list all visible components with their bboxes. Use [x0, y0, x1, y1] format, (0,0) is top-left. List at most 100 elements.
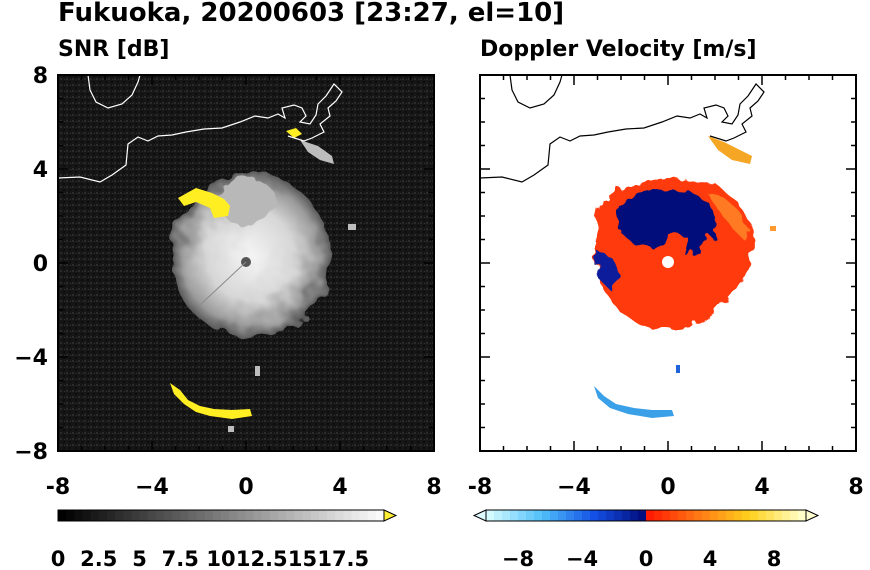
velocity-xtick-label: 0: [660, 475, 675, 500]
snr-coastline: [57, 74, 343, 183]
velocity-colorbar-segment: [638, 510, 647, 521]
snr-colorbar-segment: [74, 510, 83, 521]
snr-south-speck-2: [228, 426, 234, 432]
snr-ytick-label: −4: [14, 346, 48, 371]
snr-colorbar-segment: [115, 510, 124, 521]
velocity-colorbar-segment: [718, 510, 727, 521]
snr-colorbar-segment: [294, 510, 303, 521]
snr-colorbar-segment: [278, 510, 287, 521]
snr-colorbar-tick-label: 17.5: [317, 547, 369, 570]
snr-blocked-ray: [199, 261, 247, 306]
snr-colorbar-extension: [383, 509, 398, 522]
snr-colorbar-segment: [58, 510, 67, 521]
velocity-south-band: [594, 386, 674, 418]
snr-scattered-echoes: [228, 140, 356, 432]
velocity-colorbar-segment: [670, 510, 679, 521]
velocity-approaching-core: [616, 190, 716, 254]
snr-colorbar-segment: [359, 510, 369, 521]
velocity-colorbar-segment: [614, 510, 623, 521]
velocity-colorbar-segment: [694, 510, 703, 521]
velocity-xtick-label: -8: [468, 475, 492, 500]
velocity-colorbar-frame: [485, 509, 807, 522]
velocity-xtick-label: 8: [848, 475, 863, 500]
velocity-colorbar-tick-label: −4: [566, 547, 598, 570]
snr-north-lobe: [215, 178, 275, 222]
velocity-colorbar-segment: [702, 510, 711, 521]
snr-panel-title: SNR [dB]: [58, 37, 169, 62]
snr-colorbar-segment: [196, 510, 206, 521]
snr-colorbar-segment: [163, 510, 173, 521]
velocity-colorbar-segment: [742, 510, 751, 521]
velocity-colorbar-labels: −8 −4 0 4 8: [502, 547, 781, 570]
snr-colorbar-tick-label: 2.5: [80, 547, 117, 570]
velocity-south-speck: [676, 365, 680, 373]
snr-colorbar-segment: [335, 510, 344, 521]
velocity-colorbar-segment: [630, 510, 639, 521]
snr-colorbar-tick-label: 5: [132, 547, 147, 570]
snr-colorbar-segment: [269, 510, 279, 521]
velocity-colorbar-segment: [790, 510, 799, 521]
snr-northeast-band: [300, 140, 334, 164]
snr-south-band: [170, 383, 252, 419]
velocity-colorbar-segment: [798, 510, 807, 521]
velocity-colorbar-segment: [526, 510, 535, 521]
velocity-colorbar-segment: [534, 510, 543, 521]
snr-colorbar-segment: [123, 510, 132, 521]
velocity-colorbar-segment: [686, 510, 695, 521]
velocity-colorbar-segment: [710, 510, 719, 521]
snr-colorbar-tick-label: 7.5: [162, 547, 199, 570]
snr-colorbar-segment: [131, 510, 140, 521]
velocity-colorbar-segment: [518, 510, 527, 521]
snr-colorbar-tick-label: 0: [51, 547, 66, 570]
velocity-colorbar-segment: [566, 510, 575, 521]
velocity-colorbar-segment: [510, 510, 519, 521]
snr-xtick-label: -8: [46, 475, 70, 500]
velocity-colorbar: [472, 509, 820, 522]
snr-colorbar-segment: [237, 510, 246, 521]
velocity-colorbar-segment: [542, 510, 551, 521]
velocity-colorbar-segment: [558, 510, 567, 521]
snr-colorbar-segment: [326, 510, 336, 521]
snr-panel: SNR [dB] -8: [14, 37, 441, 500]
figure-title: Fukuoka, 20200603 [23:27, el=10]: [58, 0, 565, 28]
velocity-colorbar-segment: [758, 510, 767, 521]
snr-ytick-label: 4: [33, 158, 48, 183]
snr-echoes: [170, 128, 356, 432]
velocity-colorbar-segment: [574, 510, 583, 521]
snr-colorbar-segment: [343, 510, 352, 521]
snr-colorbar: [57, 509, 398, 522]
snr-colorbar-segment: [302, 510, 312, 521]
velocity-colorbar-segment: [766, 510, 775, 521]
velocity-colorbar-segment: [486, 510, 495, 521]
snr-xtick-label: 4: [332, 475, 347, 500]
snr-colorbar-segment: [221, 510, 230, 521]
velocity-colorbar-segment: [598, 510, 607, 521]
velocity-colorbar-segment: [726, 510, 735, 521]
snr-colorbar-frame: [57, 509, 385, 522]
velocity-colorbar-segment: [494, 510, 503, 521]
snr-northwest-band: [178, 188, 230, 218]
snr-colorbar-segment: [261, 510, 271, 521]
snr-colorbar-segment: [375, 510, 385, 521]
snr-colorbar-labels: 0 2.5 5 7.5 10 12.5 15 17.5: [51, 547, 369, 570]
velocity-colorbar-segment: [654, 510, 663, 521]
snr-saturated-echoes: [170, 128, 302, 419]
velocity-colorbar-segment: [550, 510, 559, 521]
snr-axis-ticks: -8 −4 0 4 8 8 4 0 −4 −8: [14, 64, 441, 500]
velocity-colorbar-segment: [750, 510, 759, 521]
snr-colorbar-tick-label: 15: [288, 547, 317, 570]
snr-colorbar-tick-label: 10: [206, 547, 235, 570]
snr-xtick-label: 0: [238, 475, 253, 500]
velocity-colorbar-segment: [678, 510, 687, 521]
velocity-colorbar-tick-label: 4: [703, 547, 718, 570]
snr-colorbar-segment: [318, 510, 328, 521]
snr-colorbar-segment: [229, 510, 238, 521]
snr-colorbar-segment: [147, 510, 157, 521]
velocity-colorbar-segment: [782, 510, 791, 521]
snr-ytick-label: −8: [14, 440, 48, 465]
snr-colorbar-segment: [367, 510, 377, 521]
snr-colorbar-segment: [212, 510, 222, 521]
snr-colorbar-segment: [204, 510, 214, 521]
snr-colorbar-segment: [172, 510, 181, 521]
